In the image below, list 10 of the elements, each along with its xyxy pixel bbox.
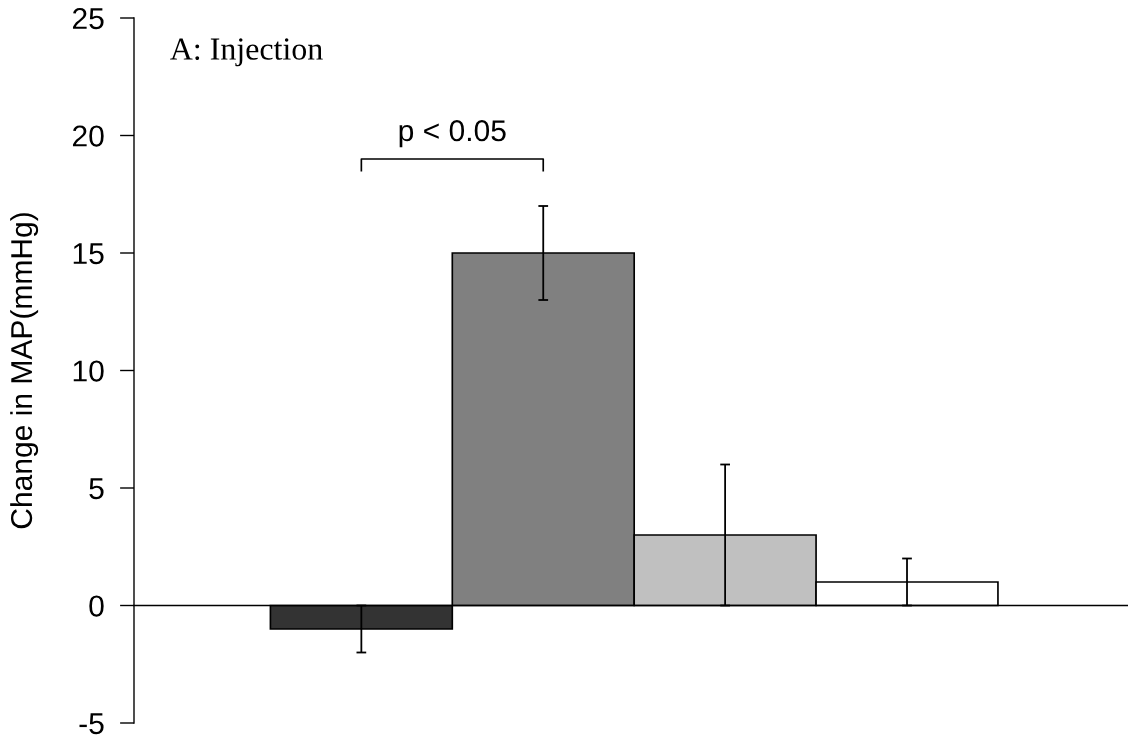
y-tick-label: 10 [73,360,104,382]
y-tick-label: 0 [89,595,104,617]
y-tick-label: 15 [73,243,104,265]
text: A: Injection [170,38,323,67]
annotation: p < 0.05 [399,120,506,148]
y-axis-title: Change in MAP(mmHg) [10,213,39,529]
y-tick-label: 20 [72,125,104,147]
y-tick-label: 5 [89,478,104,500]
y-tick-label: -5 [79,713,104,735]
y-tick-label: 25 [72,7,104,30]
